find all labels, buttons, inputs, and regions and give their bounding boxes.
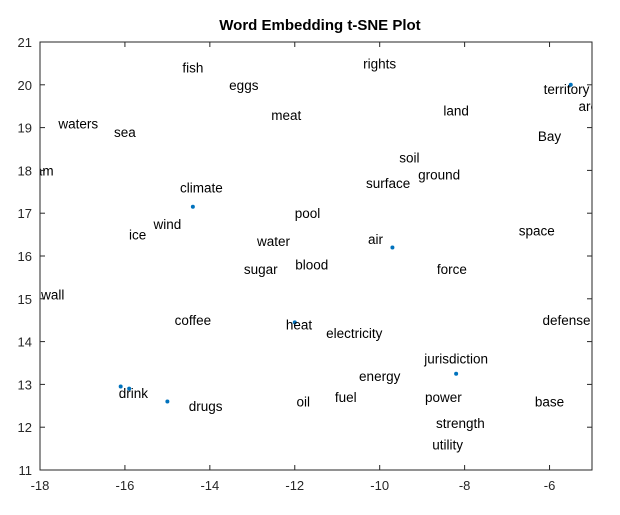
word-label: fuel: [335, 390, 357, 405]
y-tick-label: 16: [18, 249, 32, 264]
word-label: air: [368, 232, 384, 247]
word-label: water: [256, 234, 291, 249]
word-label: energy: [359, 369, 401, 384]
word-label: territory: [544, 82, 590, 97]
data-point-marker: [190, 204, 195, 209]
word-label: Bay: [538, 129, 562, 144]
word-label: am: [35, 163, 54, 178]
y-tick-label: 14: [18, 335, 32, 350]
word-label: land: [443, 103, 469, 118]
y-tick-label: 11: [19, 463, 33, 478]
word-label: jurisdiction: [423, 352, 488, 367]
word-label: wall: [40, 288, 64, 303]
word-label: pool: [295, 206, 321, 221]
data-point-marker: [165, 399, 170, 404]
x-tick-label: -14: [200, 478, 219, 493]
word-label: eggs: [229, 78, 259, 93]
y-tick-label: 12: [18, 420, 32, 435]
plot-area: fish eggs rights territory area meat land water…: [35, 56, 606, 452]
word-label: utility: [432, 437, 463, 452]
x-tick-label: -12: [285, 478, 304, 493]
data-point-marker: [127, 386, 132, 391]
y-tick-label: 15: [18, 292, 32, 307]
word-label: area: [578, 99, 606, 114]
word-label: waters: [57, 116, 98, 131]
word-label: soil: [399, 151, 419, 166]
x-tick-label: -6: [544, 478, 556, 493]
word-label: rights: [363, 56, 396, 71]
chart-title: Word Embedding t-SNE Plot: [219, 17, 420, 34]
word-label: wind: [153, 217, 182, 232]
y-tick-label: 17: [18, 206, 32, 221]
word-label: ground: [418, 168, 460, 183]
word-label: coffee: [175, 313, 212, 328]
x-tick-label: -10: [370, 478, 389, 493]
word-label: heat: [286, 317, 313, 332]
word-label: meat: [271, 108, 301, 123]
word-label: strength: [436, 416, 485, 431]
word-label: force: [437, 262, 467, 277]
word-label: blood: [295, 258, 328, 273]
word-label: sugar: [244, 262, 278, 277]
x-tick-label: -18: [31, 478, 50, 493]
word-label: surface: [366, 176, 410, 191]
y-tick-label: 20: [18, 78, 32, 93]
data-point-marker: [454, 371, 459, 376]
x-tick-label: -8: [459, 478, 471, 493]
y-tick-label: 19: [18, 121, 32, 136]
plot-content: fish eggs rights territory area meat land water…: [35, 56, 606, 452]
word-label: space: [519, 223, 555, 238]
word-label: defense: [542, 313, 590, 328]
data-point-marker: [292, 320, 297, 325]
x-tick-label: -16: [116, 478, 135, 493]
word-label: ice: [129, 228, 146, 243]
word-label: climate: [180, 181, 223, 196]
word-label: power: [425, 390, 462, 405]
data-point-marker: [390, 245, 395, 250]
word-label: sea: [114, 125, 136, 140]
word-label: base: [535, 395, 564, 410]
y-tick-label: 18: [18, 163, 32, 178]
word-label: drugs: [189, 399, 223, 414]
word-label: electricity: [326, 326, 383, 341]
data-point-marker: [118, 384, 123, 389]
y-tick-label: 21: [18, 35, 32, 50]
axes: -18 -16 -14 -12 -10 -8 -6 11 12 13 14 15 16 17 18 19 20 2…: [18, 35, 593, 493]
word-label: fish: [182, 61, 203, 76]
word-label: drink: [119, 386, 149, 401]
data-point-marker: [568, 82, 573, 87]
word-label: oil: [297, 395, 311, 410]
y-tick-label: 13: [18, 377, 32, 392]
